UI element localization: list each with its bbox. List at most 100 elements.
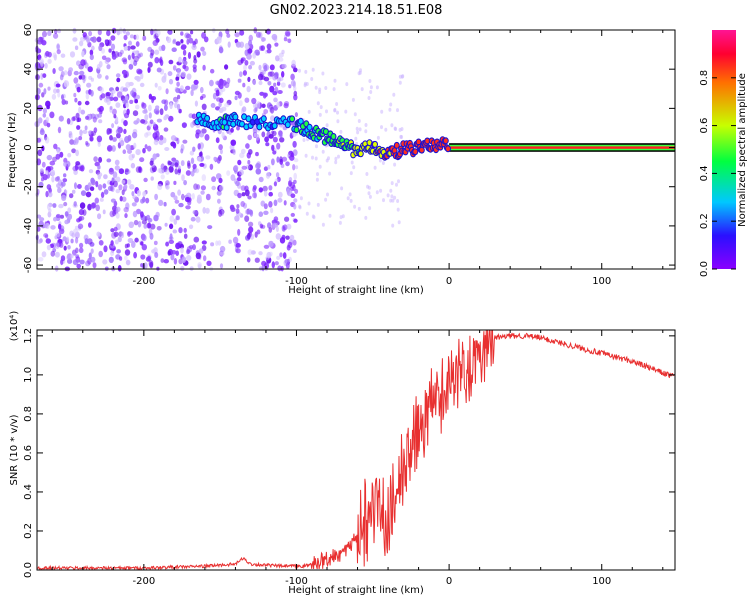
- spectrogram-noise-blob: [152, 40, 159, 46]
- spectrogram-noise-blob: [247, 249, 253, 256]
- y-tick-label: -40: [23, 218, 34, 234]
- spectrogram-noise-blob: [75, 237, 79, 244]
- spectrogram-noise-blob: [194, 168, 200, 174]
- spectrogram-noise-blob: [337, 154, 340, 159]
- spectrogram-noise-blob: [139, 157, 145, 163]
- spectrogram-noise-blob: [199, 96, 204, 100]
- spectrogram-noise-blob: [136, 76, 141, 82]
- spectrogram-noise-blob: [237, 92, 242, 99]
- spectrogram-noise-blob: [269, 64, 275, 71]
- spectrogram-noise-blob: [215, 80, 221, 86]
- spectrogram-noise-blob: [191, 44, 197, 51]
- snr-panel: -200 -100 0 100 0.0 0.2 0.4 0.6 0.8 1.0 1.2 Heigh…: [9, 311, 676, 596]
- spectrogram-noise-blob: [202, 51, 207, 56]
- spectrogram-noise-blob: [123, 34, 128, 41]
- spectrogram-noise-blob: [173, 96, 179, 102]
- spectrogram-noise-blob: [144, 132, 149, 138]
- spectrogram-noise-blob: [68, 131, 73, 136]
- spectrogram-noise-blob: [87, 203, 92, 211]
- spectrogram-noise-blob: [117, 265, 122, 272]
- spectrogram-noise-blob: [357, 71, 361, 76]
- spectrogram-noise-blob: [324, 197, 328, 202]
- spectrogram-noise-blob: [106, 98, 111, 106]
- spectrogram-noise-blob: [325, 109, 328, 114]
- spectrogram-noise-blob: [52, 68, 56, 74]
- spectrogram-noise-blob: [281, 63, 287, 69]
- spectrogram-noise-blob: [121, 231, 124, 239]
- spectrogram-noise-blob: [345, 82, 349, 87]
- spectrogram-noise-blob: [108, 167, 115, 175]
- spectrogram-noise-blob: [56, 49, 61, 55]
- spectrogram-noise-blob: [254, 107, 258, 112]
- spectrogram-noise-blob: [273, 97, 278, 103]
- spectrogram-noise-blob: [185, 85, 191, 91]
- spectrogram-noise-blob: [391, 198, 395, 203]
- spectrogram-y-ticks: 60 40 20 0 -20 -40 -60: [23, 24, 675, 273]
- spectrogram-noise-blob: [150, 223, 156, 230]
- spectrogram-noise-blob: [148, 104, 152, 112]
- spectrogram-noise-blob: [168, 239, 175, 244]
- spectrogram-noise-blob: [259, 223, 264, 229]
- spectrogram-noise-blob: [180, 148, 184, 154]
- spectrogram-noise-blob: [156, 118, 162, 123]
- spectrogram-noise-blob: [289, 154, 295, 161]
- y-tick-label: 1.2: [23, 328, 34, 344]
- spectrogram-noise-blob: [142, 191, 147, 197]
- spectrogram-noise-blob: [74, 97, 78, 103]
- spectrogram-noise-blob: [120, 140, 125, 147]
- spectrogram-noise-blob: [67, 213, 73, 220]
- spectrogram-noise-blob: [341, 214, 345, 219]
- spectrogram-noise-blob: [47, 211, 52, 218]
- spectrogram-noise-blob: [360, 87, 364, 92]
- spectrogram-noise-blob: [218, 107, 224, 113]
- y-tick-label: 0.6: [23, 445, 34, 461]
- spectrogram-noise-blob: [88, 75, 93, 80]
- spectrogram-noise-blob: [144, 114, 149, 121]
- spectrogram-noise-blob: [288, 84, 292, 89]
- spectrogram-noise-blob: [82, 76, 86, 84]
- spectrogram-noise-blob: [88, 222, 92, 228]
- spectrogram-noise-blob: [262, 62, 268, 70]
- spectrogram-noise-blob: [298, 68, 301, 73]
- spectrogram-noise-blob: [78, 136, 83, 141]
- spectrogram-noise-blob: [97, 113, 102, 118]
- spectrogram-noise-blob: [367, 191, 371, 196]
- spectrogram-noise-blob: [73, 228, 79, 234]
- spectrogram-noise-blob: [132, 195, 137, 200]
- spectrogram-noise-blob: [247, 134, 252, 141]
- spectrogram-noise-blob: [123, 207, 129, 213]
- spectrogram-noise-blob: [174, 168, 178, 175]
- spectrogram-noise-blob: [48, 208, 52, 213]
- spectrogram-noise-blob: [212, 92, 217, 100]
- spectrogram-noise-blob: [135, 94, 140, 100]
- spectrogram-noise-blob: [147, 222, 152, 229]
- signal-blob: [250, 119, 255, 125]
- spectrogram-noise-blob: [43, 224, 48, 229]
- spectrogram-noise-blob: [340, 186, 344, 191]
- spectrogram-noise-blob: [321, 149, 325, 154]
- spectrogram-noise-blob: [209, 163, 214, 170]
- spectrogram-noise-blob: [103, 174, 108, 180]
- spectrogram-noise-blob: [149, 261, 154, 269]
- spectrogram-noise-blob: [186, 255, 192, 261]
- spectrogram-noise-blob: [248, 64, 253, 70]
- spectrogram-noise-blob: [80, 190, 87, 197]
- spectrogram-noise-blob: [368, 79, 372, 83]
- spectrogram-noise-blob: [124, 168, 129, 173]
- spectrogram-noise-blob: [115, 102, 121, 108]
- spectrogram-noise-blob: [173, 180, 177, 185]
- spectrogram-noise-blob: [294, 112, 298, 118]
- signal-blob: [367, 140, 372, 146]
- spectrogram-noise-blob: [260, 45, 266, 51]
- spectrogram-noise-blob: [50, 225, 56, 230]
- spectrogram-noise-blob: [267, 164, 271, 170]
- spectrogram-noise-blob: [292, 239, 297, 246]
- spectrogram-noise-blob: [275, 233, 281, 240]
- spectrogram-noise-blob: [170, 135, 177, 141]
- spectrogram-noise-blob: [125, 144, 131, 151]
- spectrogram-noise-blob: [147, 61, 153, 68]
- spectrogram-noise-blob: [205, 207, 210, 214]
- spectrogram-noise-blob: [198, 151, 203, 157]
- spectrogram-noise-blob: [237, 78, 242, 83]
- spectrogram-noise-blob: [311, 155, 314, 160]
